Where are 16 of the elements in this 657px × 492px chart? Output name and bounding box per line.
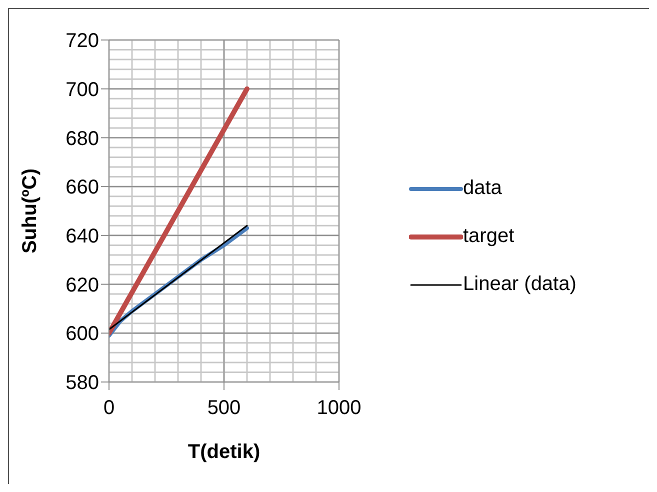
y-tick-label: 600 xyxy=(66,322,99,345)
y-tick-label: 700 xyxy=(66,78,99,100)
y-tick-label: 620 xyxy=(66,274,99,296)
y-tick-label: 640 xyxy=(66,225,99,248)
legend-label: data xyxy=(463,177,502,200)
legend-label: Linear (data) xyxy=(463,273,576,296)
y-tick-label: 660 xyxy=(66,176,99,198)
legend-label: target xyxy=(463,225,514,248)
x-tick-label: 500 xyxy=(207,396,241,419)
y-tick-label: 580 xyxy=(66,372,99,394)
x-tick-label: 0 xyxy=(103,396,115,419)
y-axis-title: Suhu(ºC) xyxy=(19,168,42,254)
y-tick-label: 720 xyxy=(66,30,99,52)
x-axis-title: T(detik) xyxy=(188,440,260,462)
x-tick-label: 1000 xyxy=(316,396,362,419)
y-tick-label: 680 xyxy=(66,127,99,150)
